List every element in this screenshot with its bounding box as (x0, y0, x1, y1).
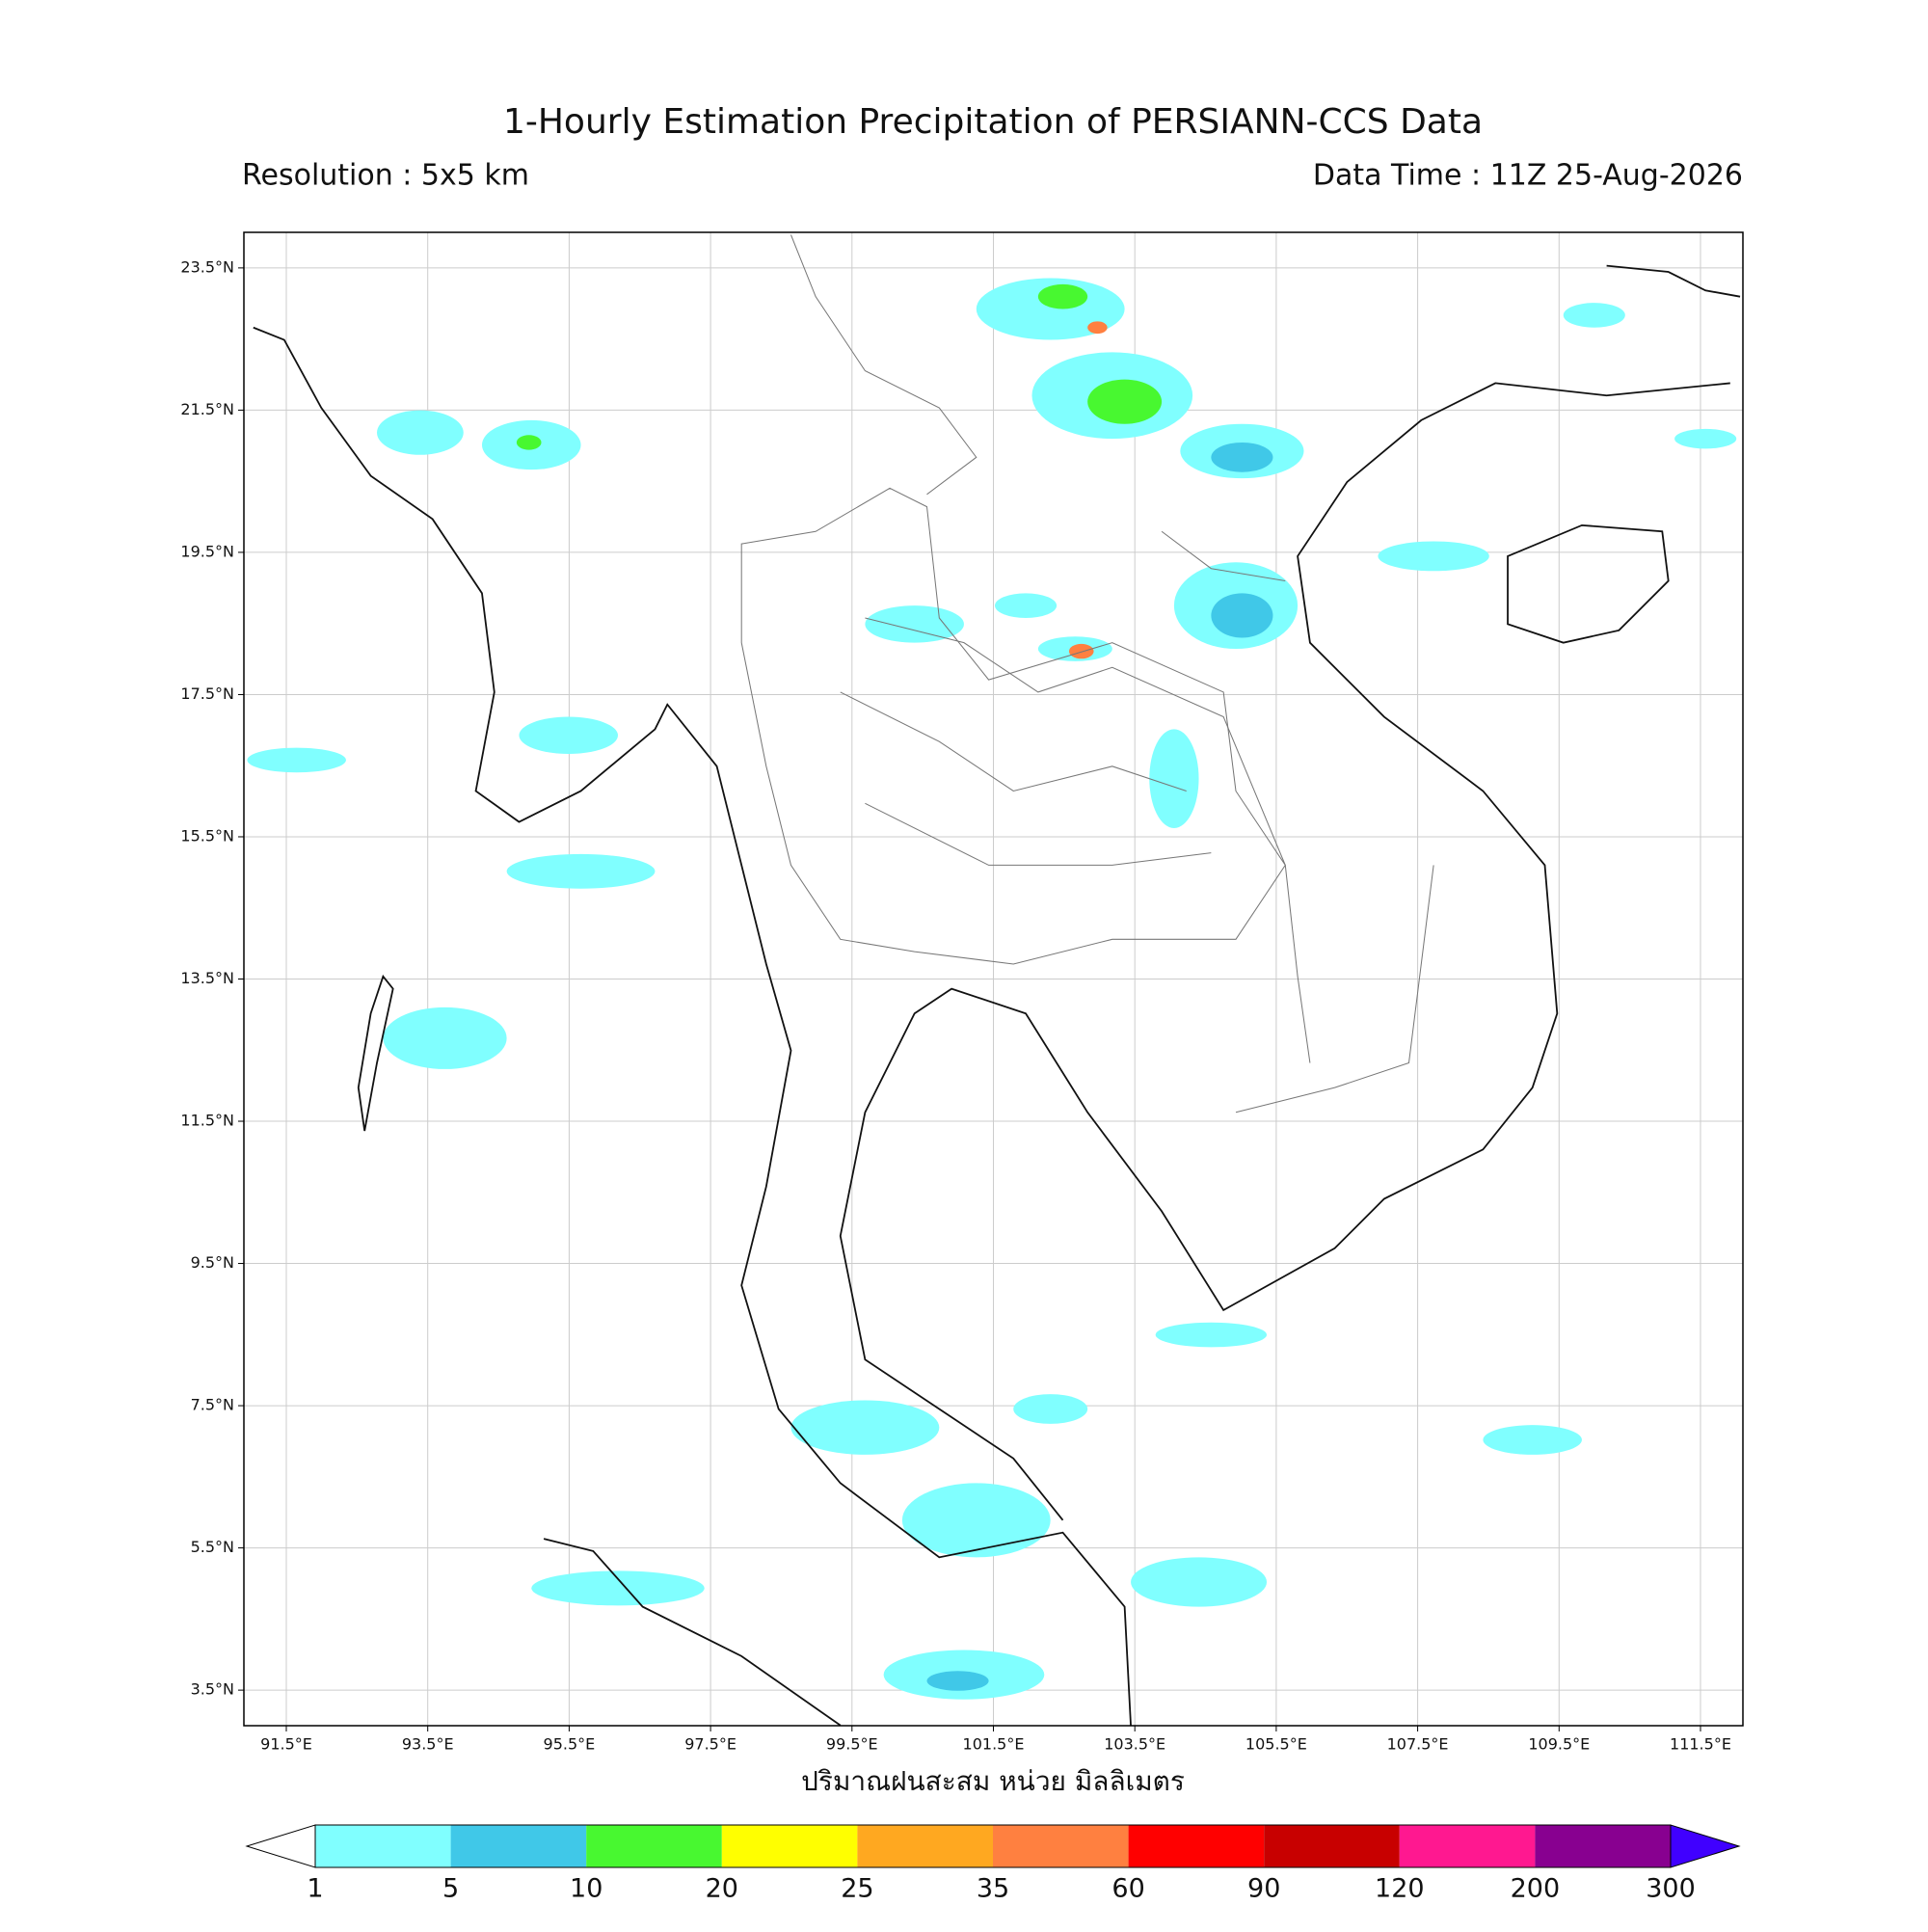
rain-area (1674, 428, 1737, 449)
x-tick-label: 105.5°E (1245, 1735, 1307, 1754)
y-tick-label: 3.5°N (191, 1680, 234, 1699)
x-tick-label: 93.5°E (402, 1735, 454, 1754)
x-tick-label: 97.5°E (684, 1735, 736, 1754)
x-tick-label: 101.5°E (963, 1735, 1025, 1754)
rain-area (1155, 1322, 1268, 1348)
coastline (543, 1538, 842, 1727)
axes: 91.5°E 93.5°E 95.5°E 97.5°E 99.5°E 101.5°E 103… (180, 257, 1731, 1753)
rain-area (377, 410, 464, 455)
rain-area (531, 1570, 705, 1606)
colorbar-tick-label: 1 (307, 1874, 323, 1904)
map-layer (247, 234, 1741, 1727)
province-borders (740, 487, 1286, 965)
title: 1-Hourly Estimation Precipitation of PER… (503, 102, 1483, 142)
colorbar-tick-label: 10 (570, 1874, 602, 1904)
x-tick-label: 91.5°E (260, 1735, 312, 1754)
coastline (253, 326, 1132, 1726)
rain-area (976, 278, 1125, 340)
rain-area (1037, 283, 1088, 309)
rain-area (519, 716, 619, 755)
y-tick-label: 11.5°N (180, 1112, 234, 1130)
y-tick-label: 5.5°N (191, 1538, 234, 1556)
colorbar-tick-label: 90 (1247, 1874, 1280, 1904)
x-tick-label: 111.5°E (1670, 1735, 1731, 1754)
rain-area (926, 1671, 989, 1691)
y-tick-label: 19.5°N (180, 542, 234, 560)
rain-area (1068, 643, 1094, 659)
rain-area (1211, 593, 1273, 638)
rain-area (1131, 1557, 1268, 1607)
colorbar-segment (857, 1825, 993, 1867)
x-tick-label: 99.5°E (826, 1735, 878, 1754)
colorbar-label: ปริมาณฝนสะสม หน่วย มิลลิเมตร (801, 1765, 1185, 1797)
precipitation (247, 278, 1737, 1700)
colorbar-segment (1399, 1825, 1536, 1867)
colorbar-segment (586, 1825, 722, 1867)
colorbar-segment (1128, 1825, 1265, 1867)
rain-area (247, 747, 346, 773)
y-tick-label: 21.5°N (180, 400, 234, 418)
subtitle-left: Resolution : 5x5 km (242, 159, 529, 193)
colorbar-segment (993, 1825, 1129, 1867)
coastline (839, 382, 1730, 1521)
colorbar-under (245, 1824, 316, 1868)
colorbar: 1 5 10 20 25 35 60 90 120 200 300 (245, 1824, 1741, 1904)
colorbar-tick-label: 35 (977, 1874, 1009, 1904)
rain-area (995, 593, 1058, 619)
subtitle-right: Data Time : 11Z 25-Aug-2026 (1313, 159, 1743, 193)
rain-area (506, 853, 656, 889)
rain-area (790, 1400, 940, 1455)
colorbar-tick-label: 5 (442, 1874, 459, 1904)
rain-area (1378, 541, 1489, 572)
rain-area (1013, 1394, 1088, 1424)
y-tick-label: 23.5°N (180, 257, 234, 276)
y-tick-label: 9.5°N (191, 1253, 234, 1272)
colorbar-tick-label: 120 (1375, 1874, 1425, 1904)
colorbar-tick-label: 25 (841, 1874, 873, 1904)
colorbar-tick-label: 20 (706, 1874, 738, 1904)
colorbar-segment (1264, 1825, 1400, 1867)
x-tick-label: 107.5°E (1387, 1735, 1449, 1754)
rain-area (383, 1006, 507, 1069)
colorbar-segment (450, 1825, 587, 1867)
x-tick-label: 95.5°E (544, 1735, 596, 1754)
colorbar-over (1670, 1824, 1741, 1868)
rain-area (1563, 303, 1625, 328)
colorbar-tick-label: 300 (1646, 1874, 1696, 1904)
y-tick-label: 17.5°N (180, 684, 234, 703)
rain-area (1087, 321, 1108, 335)
colorbar-segment (1535, 1825, 1671, 1867)
rain-area (1483, 1425, 1582, 1455)
rain-area (1149, 729, 1199, 828)
rain-area (865, 605, 964, 643)
rain-area (1087, 379, 1163, 424)
colorbar-segment (721, 1825, 858, 1867)
island (357, 974, 394, 1132)
colorbar-frame (314, 1824, 1672, 1868)
rain-area (516, 435, 542, 450)
x-tick-label: 103.5°E (1104, 1735, 1165, 1754)
y-tick-label: 13.5°N (180, 969, 234, 987)
island (1507, 523, 1670, 644)
colorbar-segment (315, 1825, 451, 1867)
x-tick-label: 109.5°E (1528, 1735, 1590, 1754)
coastline (1606, 264, 1741, 298)
colorbar-tick-label: 60 (1111, 1874, 1144, 1904)
rain-area (1211, 442, 1273, 472)
y-tick-label: 7.5°N (191, 1396, 234, 1414)
y-tick-label: 15.5°N (180, 826, 234, 845)
rain-area (901, 1483, 1051, 1558)
border (790, 234, 1434, 1114)
colorbar-tick-label: 200 (1511, 1874, 1561, 1904)
